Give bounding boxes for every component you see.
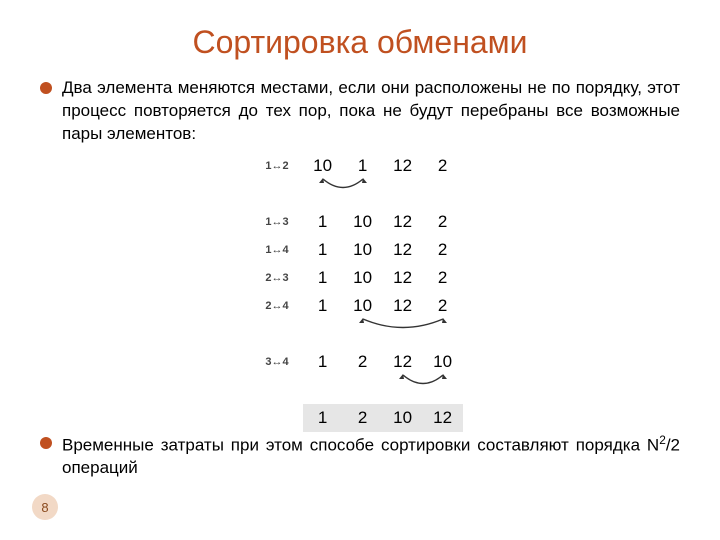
table-cell: 1 bbox=[343, 152, 383, 180]
table-cell: 1 bbox=[303, 348, 343, 376]
table-cell: 10 bbox=[343, 208, 383, 236]
bullet-2-text: Временные затраты при этом способе сорти… bbox=[62, 432, 680, 481]
table-cell: 1 bbox=[303, 292, 343, 320]
table-cell: 2 bbox=[423, 152, 463, 180]
bullet-1-text: Два элемента меняются местами, если они … bbox=[62, 77, 680, 146]
table-cell: 2 bbox=[423, 208, 463, 236]
step-label: 1↔2 bbox=[257, 152, 302, 180]
result-cell: 2 bbox=[343, 404, 383, 432]
slide-title: Сортировка обменами bbox=[40, 24, 680, 61]
page-number: 8 bbox=[41, 500, 48, 515]
table-cell: 1 bbox=[303, 208, 343, 236]
sort-table-wrap: 1↔21011221↔31101221↔41101222↔31101222↔41… bbox=[40, 152, 680, 432]
table-cell: 2 bbox=[343, 348, 383, 376]
step-label: 1↔4 bbox=[257, 236, 302, 264]
table-row: 3↔4121210 bbox=[257, 348, 462, 376]
slide: Сортировка обменами Два элемента меняютс… bbox=[0, 0, 720, 540]
swap-arc-row bbox=[257, 320, 462, 348]
table-cell: 2 bbox=[423, 236, 463, 264]
table-row: 2↔3110122 bbox=[257, 264, 462, 292]
swap-arc-icon bbox=[303, 178, 463, 192]
result-cell: 12 bbox=[423, 404, 463, 432]
step-label: 1↔3 bbox=[257, 208, 302, 236]
swap-arc-row bbox=[257, 180, 462, 208]
sort-table: 1↔21011221↔31101221↔41101222↔31101222↔41… bbox=[257, 152, 462, 432]
step-label: 3↔4 bbox=[257, 348, 302, 376]
table-row: 1↔3110122 bbox=[257, 208, 462, 236]
table-cell: 10 bbox=[343, 292, 383, 320]
table-cell: 12 bbox=[383, 292, 423, 320]
result-cell: 1 bbox=[303, 404, 343, 432]
table-cell: 10 bbox=[343, 236, 383, 264]
step-label: 2↔4 bbox=[257, 292, 302, 320]
table-cell: 10 bbox=[303, 152, 343, 180]
swap-arc-icon bbox=[303, 318, 463, 332]
bullet-icon bbox=[40, 437, 52, 449]
table-row: 1↔2101122 bbox=[257, 152, 462, 180]
result-cell: 10 bbox=[383, 404, 423, 432]
bullet-1: Два элемента меняются местами, если они … bbox=[40, 77, 680, 146]
table-cell: 12 bbox=[383, 208, 423, 236]
table-cell: 2 bbox=[423, 264, 463, 292]
swap-arc-icon bbox=[303, 374, 463, 388]
result-row: 121012 bbox=[257, 404, 462, 432]
table-cell: 1 bbox=[303, 264, 343, 292]
table-cell: 12 bbox=[383, 348, 423, 376]
table-cell: 2 bbox=[423, 292, 463, 320]
page-badge: 8 bbox=[32, 494, 58, 520]
table-cell: 10 bbox=[343, 264, 383, 292]
table-cell: 1 bbox=[303, 236, 343, 264]
table-row: 2↔4110122 bbox=[257, 292, 462, 320]
swap-arc-row bbox=[257, 376, 462, 404]
table-cell: 12 bbox=[383, 152, 423, 180]
table-cell: 12 bbox=[383, 264, 423, 292]
bullet-icon bbox=[40, 82, 52, 94]
table-cell: 12 bbox=[383, 236, 423, 264]
table-row: 1↔4110122 bbox=[257, 236, 462, 264]
table-cell: 10 bbox=[423, 348, 463, 376]
bullet-2: Временные затраты при этом способе сорти… bbox=[40, 432, 680, 481]
step-label: 2↔3 bbox=[257, 264, 302, 292]
